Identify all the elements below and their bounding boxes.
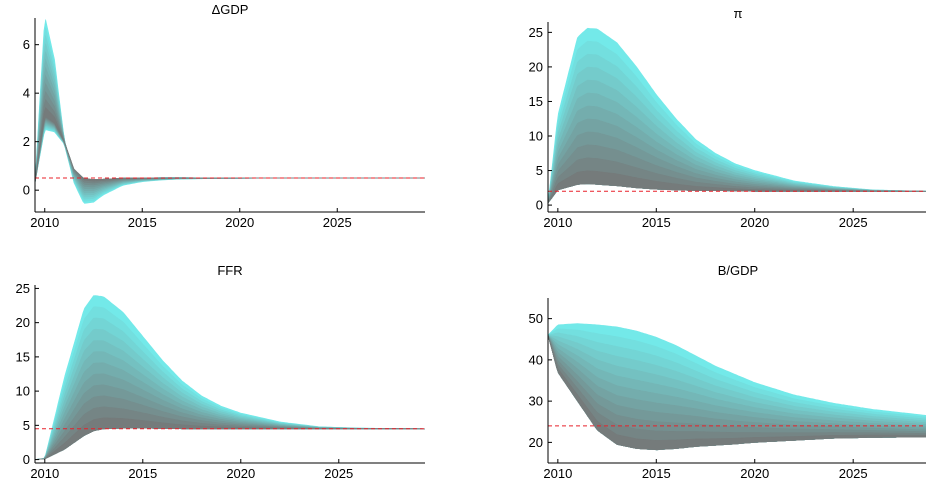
inflation-y-tick-label: 15 [529, 94, 543, 109]
dgdp-fan [35, 19, 425, 204]
chart-dgdp: 2010 2015 2020 2025 0 2 4 6 ΔGDP [23, 2, 425, 230]
ffr-y-tick-label: 20 [16, 315, 30, 330]
ffr-x-tick-label: 2015 [128, 466, 157, 481]
inflation-fan [548, 27, 926, 204]
dgdp-fan-band [35, 27, 425, 202]
dgdp-y-tick-label: 4 [23, 86, 30, 101]
dgdp-fan-band [35, 43, 425, 198]
debt-gdp-y-tick-label: 40 [529, 352, 543, 367]
debt-gdp-y-tick-label: 50 [529, 311, 543, 326]
ffr-y-tick-label: 0 [23, 452, 30, 467]
dgdp-y-tick-label: 0 [23, 183, 30, 198]
debt-gdp-y-tick-label: 20 [529, 435, 543, 450]
inflation-x-tick-label: 2025 [839, 215, 868, 230]
inflation-y-tick-label: 25 [529, 25, 543, 40]
panel-ffr: 2010 2015 2020 2025 0 5 10 15 20 25 FFR [0, 245, 463, 491]
dgdp-y-tick-label: 6 [23, 37, 30, 52]
dgdp-x-tick-label: 2020 [225, 215, 254, 230]
inflation-x-tick-label: 2010 [543, 215, 572, 230]
ffr-y-tick-label: 15 [16, 349, 30, 364]
debt-gdp-title: B/GDP [718, 263, 758, 278]
dgdp-fan-band [35, 19, 425, 204]
inflation-fan-band [548, 170, 926, 204]
ffr-y-tick-label: 25 [16, 281, 30, 296]
inflation-x-tick-label: 2015 [642, 215, 671, 230]
debt-gdp-x-tick-label: 2010 [543, 466, 572, 481]
debt-gdp-y-tick-label: 30 [529, 394, 543, 409]
debt-gdp-fan [548, 323, 926, 451]
dgdp-fan-band [35, 74, 425, 190]
inflation-y-tick-label: 0 [536, 198, 543, 213]
inflation-y-tick-label: 10 [529, 129, 543, 144]
dgdp-y-tick-label: 2 [23, 134, 30, 149]
ffr-y-tick-label: 10 [16, 384, 30, 399]
panel-debt-gdp: 2010 2015 2020 2025 20 30 40 50 B/GDP [463, 245, 926, 491]
inflation-title: π [734, 6, 743, 21]
dgdp-x-tick-label: 2015 [128, 215, 157, 230]
debt-gdp-x-tick-label: 2025 [839, 466, 868, 481]
dgdp-fan-band [35, 82, 425, 188]
ffr-x-tick-label: 2025 [324, 466, 353, 481]
debt-gdp-x-tick-label: 2020 [740, 466, 769, 481]
dgdp-fan-band [35, 35, 425, 200]
dgdp-fan-band [35, 66, 425, 192]
inflation-y-tick-label: 20 [529, 59, 543, 74]
debt-gdp-x-tick-label: 2015 [642, 466, 671, 481]
ffr-x-tick-label: 2010 [30, 466, 59, 481]
dgdp-fan-band [35, 90, 425, 186]
dgdp-fan-band [35, 107, 425, 183]
panel-inflation: 2010 2015 2020 2025 0 5 10 15 20 25 π [463, 0, 926, 245]
ffr-title: FFR [217, 263, 242, 278]
dgdp-title: ΔGDP [212, 2, 249, 17]
ffr-y-tick-label: 5 [23, 418, 30, 433]
debt-gdp-fan-band [548, 335, 926, 451]
inflation-x-tick-label: 2020 [740, 215, 769, 230]
ffr-x-tick-label: 2020 [226, 466, 255, 481]
panel-dgdp: 2010 2015 2020 2025 0 2 4 6 ΔGDP [0, 0, 463, 245]
ffr-fan [35, 295, 425, 460]
dgdp-fan-band [35, 51, 425, 196]
dgdp-x-tick-label: 2010 [30, 215, 59, 230]
dgdp-fan-band [35, 98, 425, 184]
dgdp-x-tick-label: 2025 [323, 215, 352, 230]
dgdp-fan-band [35, 58, 425, 194]
inflation-y-tick-label: 5 [536, 163, 543, 178]
